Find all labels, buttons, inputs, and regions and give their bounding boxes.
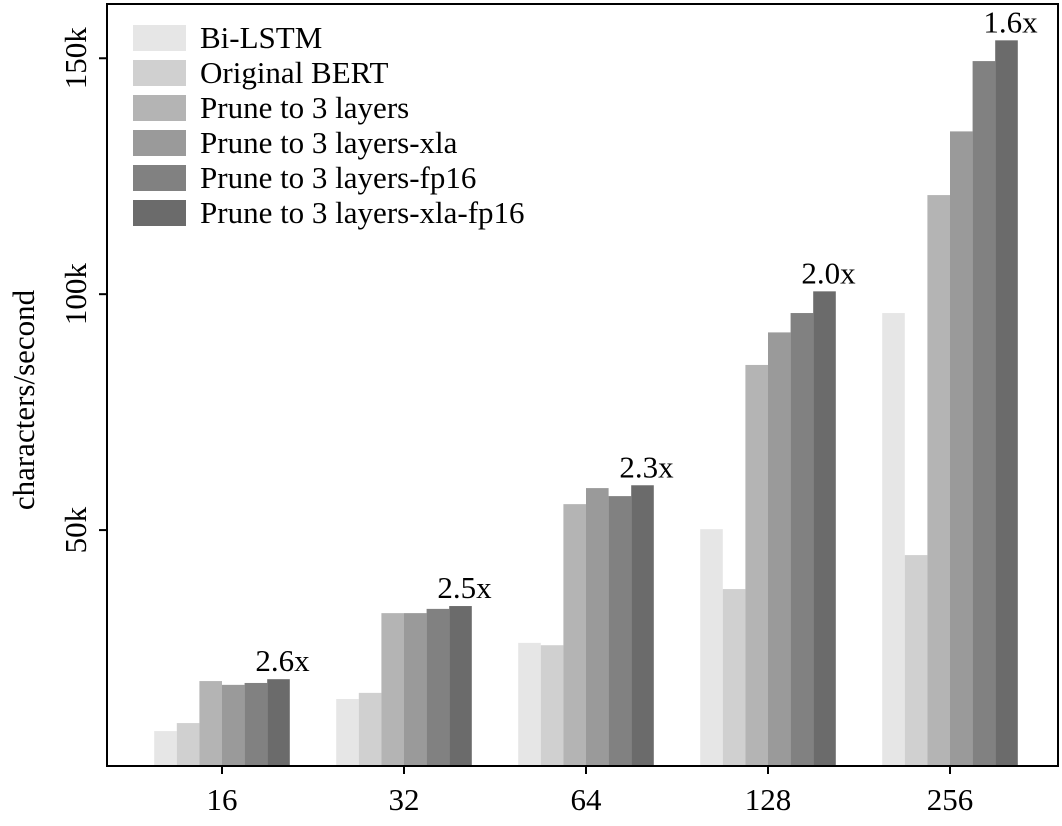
x-tick-label: 128 [745,782,792,817]
y-tick-label: 50k [58,506,93,553]
bar [381,613,404,766]
bar [995,40,1018,767]
bar [199,681,222,766]
legend-label: Original BERT [200,55,388,90]
bar [563,504,586,766]
bar [631,485,654,766]
bar [540,645,564,766]
y-tick-label: 100k [58,263,93,326]
bar [176,723,200,766]
y-tick-label: 150k [58,27,93,90]
legend-label: Prune to 3 layers-fp16 [200,160,476,195]
bar [586,488,609,766]
bar [790,313,814,766]
bar [608,496,632,766]
bar [267,679,290,766]
bar [950,131,973,766]
bar [154,731,177,766]
bar [700,529,723,766]
bar [426,608,450,766]
annotation: 2.0x [801,255,856,290]
x-tick-label: 16 [207,782,238,817]
bar [904,555,928,766]
annotation: 2.5x [437,570,492,605]
annotation: 1.6x [983,4,1038,39]
legend-swatch [133,165,186,191]
bar [813,291,836,766]
legend-swatch [133,60,186,86]
annotation: 2.6x [255,643,310,678]
bar [404,613,427,766]
legend-swatch [133,130,186,156]
bar [336,699,359,766]
plot-frame [106,3,1059,767]
x-tick-label: 256 [927,782,974,817]
bar [244,682,268,766]
x-tick-label: 32 [389,782,420,817]
bar [358,692,382,766]
legend-label: Prune to 3 layers-xla [200,125,458,160]
legend-label: Prune to 3 layers-xla-fp16 [200,195,525,230]
legend-swatch [133,200,186,226]
legend-swatch [133,25,186,51]
legend-label: Bi-LSTM [200,20,322,55]
bar [222,684,245,766]
bar [518,642,541,766]
x-tick-label: 64 [571,782,603,817]
bar [449,606,472,766]
bar [722,589,746,766]
y-axis-label: characters/second [6,289,41,510]
bar [882,313,905,766]
legend-swatch [133,95,186,121]
bar [768,332,791,766]
legend-label: Prune to 3 layers [200,90,409,125]
bar [972,61,996,767]
bar [745,364,768,766]
bar [927,195,950,766]
annotation: 2.3x [619,449,674,484]
